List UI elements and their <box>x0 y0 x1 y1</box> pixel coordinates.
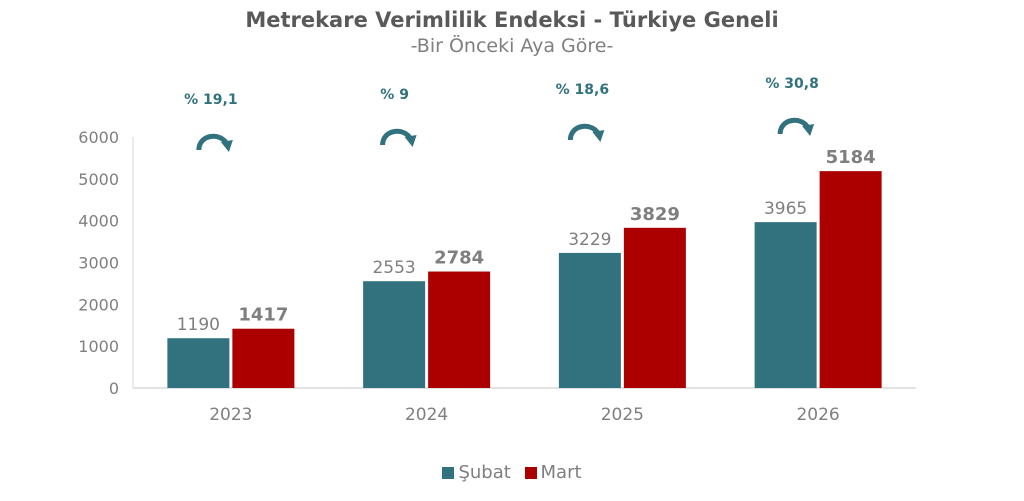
y-tick-label: 6000 <box>78 128 119 147</box>
bar-mart-2026[interactable] <box>819 171 882 388</box>
bar-subat-2023[interactable] <box>167 338 230 388</box>
y-tick-label: 5000 <box>78 170 119 189</box>
x-tick-label: 2026 <box>796 405 839 425</box>
legend-swatch-mart <box>524 466 537 479</box>
legend-label: Mart <box>540 462 582 483</box>
legend: Şubat Mart <box>0 462 1024 484</box>
chart-title: Metrekare Verimlilik Endeksi - Türkiye G… <box>245 8 779 32</box>
y-tick-label: 0 <box>109 379 119 398</box>
legend-item-subat[interactable]: Şubat <box>442 462 511 483</box>
bar-subat-2024[interactable] <box>363 281 426 388</box>
data-label: 3229 <box>568 230 611 250</box>
data-label: 1417 <box>238 305 288 326</box>
growth-label: % 30,8 <box>765 76 818 92</box>
curved-arrow-icon <box>567 123 605 142</box>
x-tick-label: 2025 <box>601 405 644 425</box>
data-label: 3965 <box>764 199 807 219</box>
x-tick-label: 2023 <box>209 405 252 425</box>
bar-subat-2025[interactable] <box>558 252 621 388</box>
bar-mart-2024[interactable] <box>428 271 491 388</box>
bar-mart-2023[interactable] <box>232 328 295 388</box>
legend-item-mart[interactable]: Mart <box>524 462 582 483</box>
legend-label: Şubat <box>458 462 511 483</box>
curved-arrow-icon <box>380 128 417 147</box>
growth-label: % 9 <box>380 87 409 103</box>
x-tick-label: 2024 <box>405 405 448 425</box>
y-tick-label: 4000 <box>78 212 119 231</box>
curved-arrow-icon <box>196 133 233 152</box>
data-label: 2553 <box>372 258 415 278</box>
data-label: 5184 <box>826 147 876 168</box>
legend-swatch-subat <box>442 466 455 479</box>
y-tick-label: 2000 <box>78 295 119 314</box>
data-label: 2784 <box>434 248 484 269</box>
chart-subtitle: -Bir Önceki Aya Göre- <box>410 35 614 57</box>
data-label: 1190 <box>177 315 220 335</box>
data-label: 3829 <box>630 204 680 225</box>
y-tick-label: 3000 <box>78 254 119 273</box>
growth-label: % 18,6 <box>556 82 609 98</box>
y-tick-label: 1000 <box>78 337 119 356</box>
curved-arrow-icon <box>777 117 815 136</box>
growth-label: % 19,1 <box>184 92 237 108</box>
bar-subat-2026[interactable] <box>754 222 817 388</box>
bar-mart-2025[interactable] <box>623 227 686 388</box>
